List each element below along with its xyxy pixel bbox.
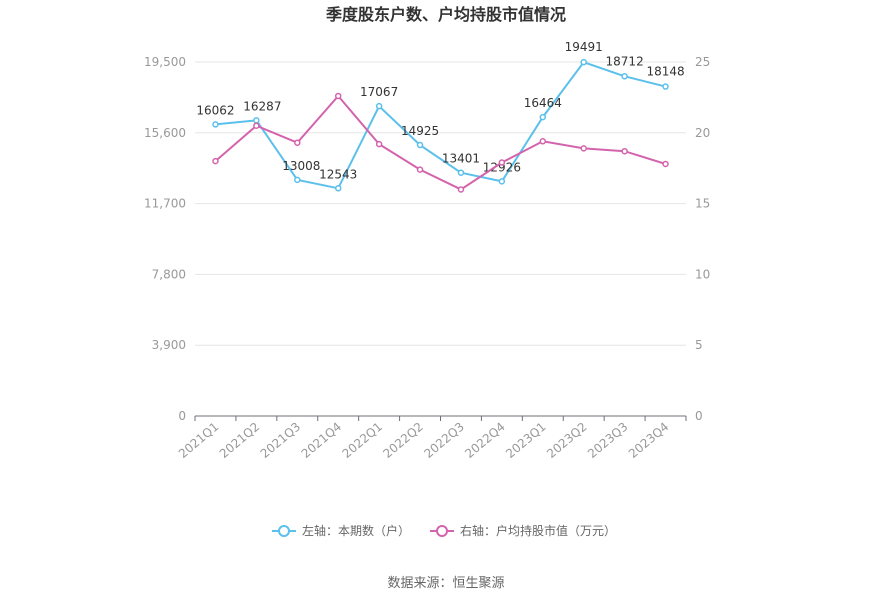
- x-tick-label: 2022Q2: [380, 420, 425, 461]
- x-tick-label: 2023Q4: [626, 420, 671, 461]
- x-tick-label: 2021Q2: [217, 420, 262, 461]
- legend-item-2[interactable]: 右轴：户均持股市值（万元）: [430, 523, 616, 538]
- data-point[interactable]: [294, 176, 301, 184]
- chart-title: 季度股东户数、户均持股市值情况: [325, 5, 566, 24]
- x-tick-label: 2021Q4: [299, 420, 344, 461]
- right-tick-label: 15: [695, 197, 710, 211]
- right-axis: 0 5 10 15 20 25: [695, 55, 710, 423]
- data-label: 13401: [442, 152, 480, 166]
- left-axis: 0 3,900 7,800 11,700 15,600 19,500: [144, 55, 186, 423]
- grid: [195, 61, 686, 346]
- data-point[interactable]: [334, 185, 342, 192]
- x-tick-label: 2022Q3: [421, 420, 466, 461]
- data-point[interactable]: [539, 138, 547, 145]
- data-label: 18148: [646, 65, 684, 79]
- data-point[interactable]: [294, 139, 301, 146]
- x-tick-label: 2023Q2: [544, 420, 589, 461]
- data-label: 14925: [401, 124, 439, 138]
- legend-label: 右轴：户均持股市值（万元）: [460, 523, 616, 538]
- x-tick-label: 2021Q1: [176, 420, 221, 461]
- series-2: [212, 92, 669, 193]
- x-tick-label: 2022Q4: [462, 420, 507, 461]
- data-point[interactable]: [580, 58, 587, 66]
- data-point[interactable]: [498, 159, 506, 166]
- right-tick-label: 0: [695, 409, 703, 423]
- right-tick-label: 20: [695, 126, 710, 140]
- right-tick-label: 10: [695, 267, 710, 281]
- data-label: 16464: [524, 96, 562, 110]
- data-point[interactable]: [416, 141, 424, 149]
- series-line: [214, 94, 666, 191]
- right-tick-label: 5: [695, 338, 703, 352]
- x-tick-label: 2023Q1: [503, 420, 548, 461]
- data-point[interactable]: [621, 73, 628, 80]
- data-label: 18712: [606, 54, 644, 68]
- data-label: 12543: [319, 167, 357, 181]
- data-point[interactable]: [212, 157, 219, 165]
- legend-marker: [436, 525, 448, 537]
- left-tick-label: 7,800: [152, 267, 186, 281]
- data-label: 12926: [483, 160, 521, 174]
- data-point[interactable]: [253, 122, 260, 129]
- data-label: 19491: [565, 40, 603, 54]
- source-text: 数据来源：恒生聚源: [387, 576, 504, 591]
- left-tick-label: 19,500: [144, 55, 186, 69]
- legend-item-1[interactable]: 左轴：本期数（户）: [272, 523, 410, 538]
- data-label: 16287: [243, 99, 281, 113]
- left-tick-label: 3,900: [152, 338, 186, 352]
- data-point[interactable]: [662, 83, 669, 90]
- data-point[interactable]: [212, 121, 219, 128]
- left-tick-label: 0: [178, 409, 186, 423]
- data-label: 16062: [196, 103, 234, 117]
- right-tick-label: 25: [695, 55, 710, 69]
- data-label: 13008: [282, 159, 320, 173]
- x-axis: 2021Q12021Q22021Q32021Q42022Q12022Q22022…: [176, 415, 687, 461]
- data-point[interactable]: [457, 169, 465, 176]
- x-tick-label: 2022Q1: [340, 420, 385, 461]
- data-point[interactable]: [375, 102, 383, 110]
- left-tick-label: 15,600: [144, 126, 186, 140]
- x-tick-label: 2021Q3: [258, 420, 303, 461]
- data-point[interactable]: [498, 178, 506, 185]
- data-point[interactable]: [621, 147, 628, 155]
- data-point[interactable]: [375, 140, 383, 148]
- data-point[interactable]: [416, 166, 424, 173]
- left-tick-label: 11,700: [144, 197, 186, 211]
- series-line: [215, 60, 666, 190]
- legend-marker: [278, 525, 290, 537]
- data-point[interactable]: [457, 186, 465, 193]
- data-point[interactable]: [580, 145, 587, 152]
- x-tick-label: 2023Q3: [585, 420, 630, 461]
- legend[interactable]: 左轴：本期数（户） 右轴：户均持股市值（万元）: [272, 523, 616, 538]
- data-point[interactable]: [539, 113, 547, 121]
- data-point[interactable]: [662, 160, 669, 168]
- data-point[interactable]: [253, 117, 260, 124]
- data-point[interactable]: [334, 92, 342, 100]
- data-label: 17067: [360, 85, 398, 99]
- legend-label: 左轴：本期数（户）: [302, 523, 410, 538]
